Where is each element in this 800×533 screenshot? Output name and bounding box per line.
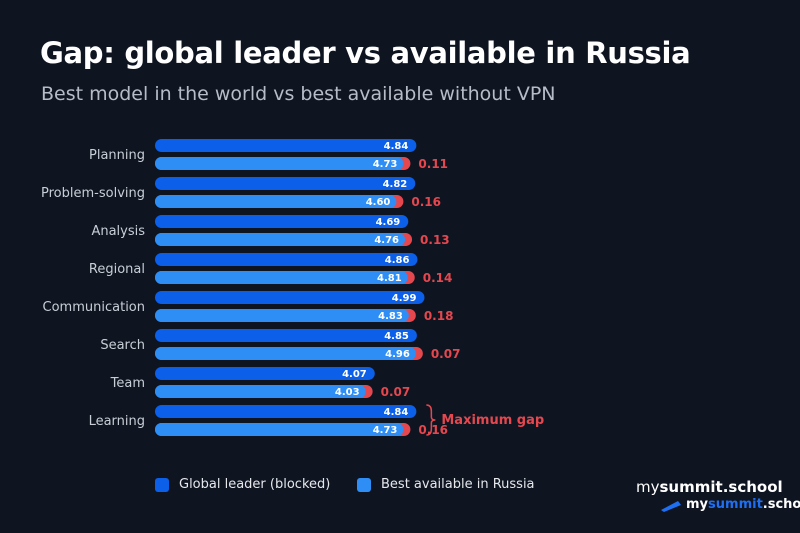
value-label-global: 4.82 <box>383 179 408 190</box>
annotation-label: Maximum gap <box>441 413 544 428</box>
bar-russia <box>155 195 397 208</box>
value-label-global: 4.07 <box>342 369 367 380</box>
category-label: Team <box>110 376 145 391</box>
bar-russia <box>155 271 408 284</box>
chart-subtitle: Best model in the world vs best availabl… <box>41 83 556 105</box>
category-label: Analysis <box>91 224 145 239</box>
legend-label-russia: Best available in Russia <box>381 477 535 492</box>
category-label: Search <box>100 338 145 353</box>
bar-global <box>155 405 417 418</box>
value-label-global: 4.84 <box>384 141 409 152</box>
bar-global <box>155 367 375 380</box>
value-label-global: 4.86 <box>385 255 410 266</box>
gap-label: 0.11 <box>418 157 448 171</box>
value-label-global: 4.84 <box>384 407 409 418</box>
category-label: Regional <box>89 262 145 277</box>
bar-global <box>155 329 417 342</box>
bar-russia <box>155 233 406 246</box>
value-label-global: 4.69 <box>376 217 401 228</box>
category-label: Planning <box>89 148 145 163</box>
value-label-global: 4.99 <box>392 293 417 304</box>
category-label: Problem-solving <box>41 186 145 201</box>
value-label-russia: 4.81 <box>377 273 402 284</box>
bar-global <box>155 177 416 190</box>
value-label-russia: 4.73 <box>373 159 398 170</box>
telescope-icon <box>661 500 681 512</box>
gap-label: 0.16 <box>411 195 441 209</box>
value-label-russia: 4.03 <box>335 387 360 398</box>
bar-russia <box>155 423 404 436</box>
category-label: Communication <box>43 300 145 315</box>
bar-russia <box>155 157 404 170</box>
legend-label-global: Global leader (blocked) <box>179 477 331 492</box>
value-label-russia: 4.96 <box>385 349 410 360</box>
legend-item-global: Global leader (blocked) <box>155 477 330 492</box>
gap-label: 0.07 <box>431 347 461 361</box>
value-label-global: 4.85 <box>384 331 409 342</box>
bar-global <box>155 291 425 304</box>
gap-label: 0.13 <box>420 233 450 247</box>
gap-label: 0.16 <box>418 423 448 437</box>
brand-logo: mysummit.school <box>636 478 783 496</box>
legend-item-russia: Best available in Russia <box>357 477 535 492</box>
value-label-russia: 4.73 <box>373 425 398 436</box>
bar-russia <box>155 385 366 398</box>
bar-global <box>155 139 417 152</box>
gap-label: 0.07 <box>381 385 411 399</box>
category-label: Learning <box>89 414 145 429</box>
gap-label: 0.18 <box>424 309 454 323</box>
gap-label: 0.14 <box>423 271 453 285</box>
value-label-russia: 4.83 <box>378 311 403 322</box>
bar-russia <box>155 347 416 360</box>
annotation-bracket <box>426 404 436 436</box>
bar-global <box>155 253 418 266</box>
chart-title: Gap: global leader vs available in Russi… <box>40 36 691 70</box>
bar-russia <box>155 309 409 322</box>
legend-swatch-global <box>155 477 169 492</box>
brand-logo-secondary: mysummit.school <box>660 497 800 512</box>
bar-global <box>155 215 409 228</box>
legend-swatch-russia <box>357 477 371 492</box>
bar-chart: Planning 4.84 4.73 0.11 Problem-solving 4.82 4… <box>41 139 544 437</box>
value-label-russia: 4.76 <box>374 235 399 246</box>
value-label-russia: 4.60 <box>366 197 391 208</box>
